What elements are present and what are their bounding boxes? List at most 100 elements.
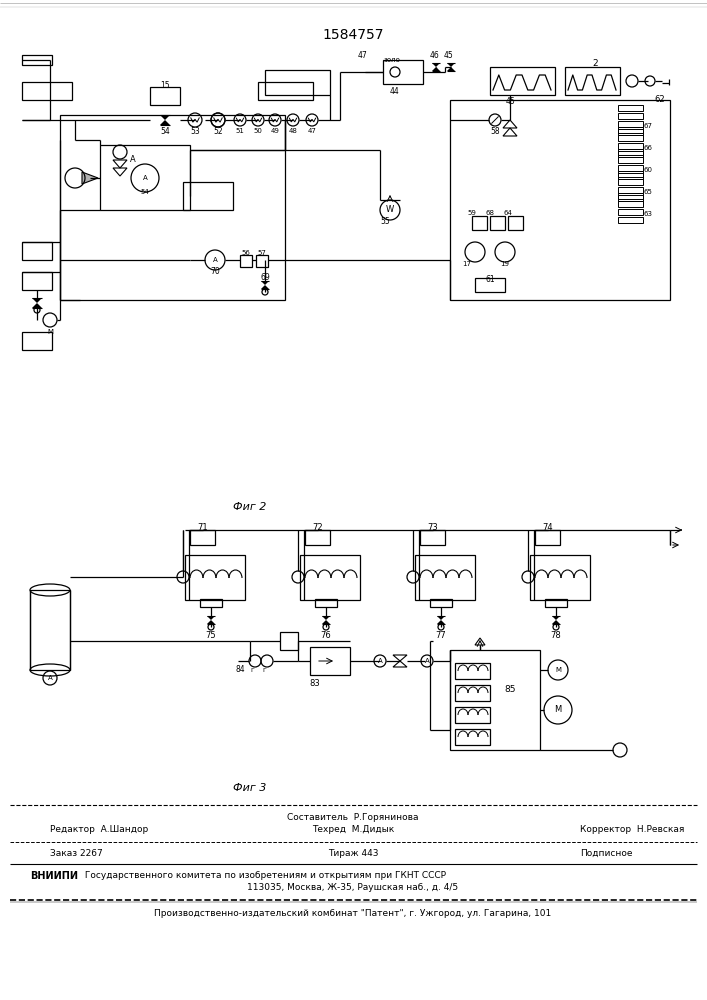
- Bar: [618, 105, 643, 111]
- Text: 72: 72: [312, 524, 323, 532]
- Text: Фиг 3: Фиг 3: [233, 783, 267, 793]
- Text: 54: 54: [141, 189, 149, 195]
- Bar: [183, 182, 233, 210]
- Text: 67: 67: [643, 123, 653, 129]
- Polygon shape: [32, 303, 42, 308]
- Text: 69: 69: [260, 272, 270, 282]
- Polygon shape: [437, 620, 445, 624]
- Text: 47: 47: [308, 128, 317, 134]
- Bar: [256, 255, 268, 267]
- Text: 49: 49: [271, 128, 279, 134]
- Bar: [240, 255, 252, 267]
- Text: А: А: [378, 658, 382, 664]
- Bar: [455, 663, 490, 679]
- Polygon shape: [82, 172, 98, 184]
- Text: 1584757: 1584757: [322, 28, 384, 42]
- Text: 113035, Москва, Ж-35, Раушская наб., д. 4/5: 113035, Москва, Ж-35, Раушская наб., д. …: [247, 884, 459, 892]
- Bar: [415, 555, 475, 600]
- Text: Редактор  А.Шандор: Редактор А.Шандор: [50, 826, 148, 834]
- Bar: [490, 216, 505, 230]
- Text: 47: 47: [357, 51, 367, 60]
- Bar: [618, 135, 643, 141]
- Bar: [150, 87, 180, 105]
- Text: Тираж 443: Тираж 443: [328, 848, 378, 857]
- Text: 77: 77: [436, 631, 446, 640]
- Text: 71: 71: [198, 524, 209, 532]
- Bar: [315, 599, 337, 607]
- Text: 65: 65: [643, 189, 653, 195]
- Bar: [618, 171, 643, 177]
- Text: 53: 53: [190, 126, 200, 135]
- Bar: [530, 555, 590, 600]
- Text: 75: 75: [206, 631, 216, 640]
- Bar: [265, 70, 330, 95]
- Bar: [22, 332, 52, 350]
- Text: Подписное: Подписное: [580, 848, 633, 857]
- Bar: [618, 209, 643, 215]
- Bar: [508, 216, 523, 230]
- Bar: [258, 82, 313, 100]
- Text: 2: 2: [592, 60, 598, 68]
- Text: 83: 83: [310, 680, 320, 688]
- Text: Составитель  Р.Горянинова: Составитель Р.Горянинова: [287, 812, 419, 822]
- Text: 17: 17: [462, 261, 472, 267]
- Bar: [455, 707, 490, 723]
- Polygon shape: [447, 67, 455, 71]
- Text: 85: 85: [504, 686, 515, 694]
- Polygon shape: [552, 620, 560, 624]
- Bar: [565, 67, 620, 95]
- Bar: [310, 647, 350, 675]
- Text: 55: 55: [380, 218, 390, 227]
- Bar: [450, 100, 670, 300]
- Bar: [280, 632, 298, 650]
- Text: 84: 84: [235, 666, 245, 674]
- Text: Государственного комитета по изобретениям и открытиям при ГКНТ СССР: Государственного комитета по изобретения…: [82, 871, 446, 880]
- Text: 48: 48: [288, 128, 298, 134]
- Text: А: А: [130, 155, 136, 164]
- Bar: [618, 157, 643, 163]
- Bar: [450, 650, 540, 750]
- Bar: [490, 67, 555, 95]
- Bar: [22, 242, 52, 260]
- Text: W: W: [386, 206, 394, 215]
- Polygon shape: [447, 63, 455, 67]
- Polygon shape: [437, 616, 445, 620]
- Text: 63: 63: [643, 211, 653, 217]
- Text: Фиг 2: Фиг 2: [233, 502, 267, 512]
- Bar: [22, 55, 52, 65]
- Text: золо: золо: [384, 57, 400, 63]
- Text: 66: 66: [643, 145, 653, 151]
- Bar: [30, 590, 70, 670]
- Bar: [618, 195, 643, 201]
- Text: Техред  М.Дидык: Техред М.Дидык: [312, 826, 394, 834]
- Text: 19: 19: [501, 261, 510, 267]
- Text: 50: 50: [254, 128, 262, 134]
- Text: 64: 64: [503, 210, 513, 216]
- Bar: [60, 115, 285, 300]
- Bar: [420, 530, 445, 545]
- Text: 51: 51: [235, 128, 245, 134]
- Text: 57: 57: [257, 250, 267, 256]
- Text: 68: 68: [486, 210, 494, 216]
- Bar: [618, 151, 643, 157]
- Bar: [535, 530, 560, 545]
- Bar: [618, 113, 643, 119]
- Bar: [618, 121, 643, 127]
- Bar: [618, 149, 643, 155]
- Polygon shape: [322, 616, 330, 620]
- Bar: [618, 129, 643, 135]
- Bar: [618, 143, 643, 149]
- Polygon shape: [432, 63, 440, 67]
- Polygon shape: [261, 281, 269, 285]
- Text: 74: 74: [543, 524, 554, 532]
- Bar: [305, 530, 330, 545]
- Text: 78: 78: [551, 631, 561, 640]
- Text: ВНИИПИ: ВНИИПИ: [30, 871, 78, 881]
- Bar: [22, 272, 52, 290]
- Polygon shape: [32, 298, 42, 303]
- Bar: [430, 599, 452, 607]
- Text: Заказ 2267: Заказ 2267: [50, 848, 103, 857]
- Text: 59: 59: [467, 210, 477, 216]
- Text: 54: 54: [160, 126, 170, 135]
- Bar: [618, 187, 643, 193]
